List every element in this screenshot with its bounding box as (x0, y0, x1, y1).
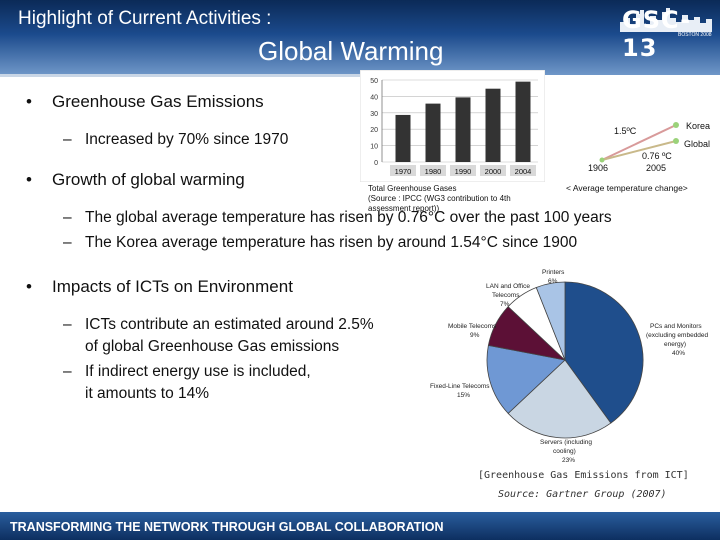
pie-caption-title: [Greenhouse Gas Emissions from ICT] (478, 470, 689, 481)
pie-slice (486, 344, 566, 414)
temperature-change-chart: Korea Global 1.5ºC 0.76 ºC 1906 2005 (588, 121, 710, 173)
global-value: 0.76 ºC (642, 151, 672, 161)
bullet-warming: • Growth of global warming (26, 170, 245, 190)
bar-xtick-label: 1990 (455, 167, 472, 176)
pie-label-pcs: PCs and Monitors (650, 323, 702, 330)
start-point-icon (599, 157, 605, 163)
slide-subtitle: Global Warming (258, 36, 444, 66)
sub-text-line1: If indirect energy use is included, (85, 363, 311, 380)
pie-pct-lan: 7% (500, 301, 510, 308)
dash-glyph: – (63, 131, 72, 148)
dash-glyph: – (63, 316, 72, 333)
pie-label-printers: Printers (542, 269, 565, 276)
year-start-label: 1906 (588, 163, 608, 173)
bar-xtick-label: 1980 (425, 167, 442, 176)
slide-footer: TRANSFORMING THE NETWORK THROUGH GLOBAL … (0, 512, 720, 540)
sub-increase: – Increased by 70% since 1970 (63, 129, 289, 151)
header-divider (0, 74, 360, 77)
pie-slice (507, 359, 612, 439)
bar-chart-caption: Total Greenhouse Gases (Source : IPCC (W… (368, 184, 511, 214)
bullet-text: Greenhouse Gas Emissions (52, 92, 264, 111)
bullet-ict: • Impacts of ICTs on Environment (26, 277, 293, 297)
bar-caption-line1: Total Greenhouse Gases (368, 184, 457, 193)
bar-caption-line2: (Source : IPCC (WG3 contribution to 4th (368, 194, 511, 203)
bar-caption-line3: assessment report)) (368, 204, 440, 213)
pie-label-lan-2: Telecoms (492, 292, 520, 299)
logo-text: GSC-13 (622, 6, 692, 62)
bar-ytick-label: 30 (370, 111, 378, 118)
korea-end-point-icon (673, 122, 679, 128)
sub-global-temp: – The global average temperature has ris… (63, 207, 612, 229)
bar-xtick-label: 2000 (485, 167, 502, 176)
bar-ytick-label: 0 (374, 160, 378, 167)
pie-label-mobile: Mobile Telecoms (448, 323, 497, 330)
bar-ytick-label: 20 (370, 127, 378, 134)
pie-caption-source: Source: Gartner Group (2007) (498, 489, 667, 500)
sub-text-line2: of global Greenhouse Gas emissions (85, 338, 340, 355)
bar-ytick-label: 10 (370, 144, 378, 151)
pie-pct-pcs: 40% (672, 350, 685, 357)
temp-chart-caption: < Average temperature change> (566, 183, 688, 193)
pie-slice (564, 281, 644, 424)
pie-pct-mobile: 9% (470, 332, 480, 339)
bar (395, 114, 411, 162)
ict-emissions-pie-chart: Printers 6% LAN and Office Telecoms 7% M… (420, 258, 713, 463)
sub-text-line2: it amounts to 14% (85, 385, 210, 402)
sub-text: The global average temperature has risen… (85, 209, 612, 226)
gsc-logo: BOSTON 2008 GSC-13 (616, 4, 714, 66)
bullet-text: Impacts of ICTs on Environment (52, 277, 293, 296)
bar-xlabel-bg (390, 165, 416, 176)
bullet-glyph: • (26, 92, 32, 111)
bullet-text: Growth of global warming (52, 170, 245, 189)
greenhouse-bar-chart: 0 10 20 30 40 50 1970 1980 1990 2000 2004 (360, 70, 545, 182)
sub-korea-temp: – The Korea average temperature has rise… (63, 232, 578, 254)
global-end-point-icon (673, 138, 679, 144)
footer-text: TRANSFORMING THE NETWORK THROUGH GLOBAL … (10, 520, 444, 534)
sub-ict-contribution: – ICTs contribute an estimated around 2.… (63, 314, 374, 358)
bar-ytick-label: 50 (370, 78, 378, 85)
global-trend-line (601, 140, 677, 161)
bar (515, 81, 531, 162)
bar (425, 103, 441, 162)
page-number: 2 (701, 497, 708, 511)
bar-xlabel-bg (420, 165, 446, 176)
year-end-label: 2005 (646, 163, 666, 173)
bar (485, 88, 501, 162)
korea-trend-line (601, 124, 677, 161)
dash-glyph: – (63, 209, 72, 226)
pie-label-servers-2: cooling) (553, 448, 576, 455)
bullet-glyph: • (26, 170, 32, 189)
pie-pct-fixed: 15% (457, 392, 470, 399)
bar-xlabel-bg (510, 165, 536, 176)
pie-label-pcs-3: energy) (664, 341, 686, 348)
bar-xlabel-bg (480, 165, 506, 176)
sub-text: Increased by 70% since 1970 (85, 131, 289, 148)
korea-label: Korea (686, 121, 710, 131)
bar-xtick-label: 1970 (395, 167, 412, 176)
pie-label-pcs-2: (excluding embedded (646, 332, 709, 339)
bar (455, 97, 471, 162)
bar-ytick-label: 40 (370, 94, 378, 101)
bar-xtick-label: 2004 (515, 167, 532, 176)
bar-xlabel-bg (450, 165, 476, 176)
sub-text: The Korea average temperature has risen … (85, 234, 578, 251)
pie-pct-servers: 23% (562, 457, 575, 463)
slide-title: Highlight of Current Activities : (18, 8, 272, 29)
korea-value: 1.5ºC (614, 126, 637, 136)
global-label: Global (684, 139, 710, 149)
pie-pct-printers: 6% (548, 278, 558, 285)
pie-label-lan: LAN and Office (486, 283, 530, 290)
dash-glyph: – (63, 363, 72, 380)
bullet-greenhouse: • Greenhouse Gas Emissions (26, 92, 264, 112)
logo-small-text: BOSTON 2008 (678, 32, 712, 38)
city-skyline-icon (620, 8, 712, 32)
pie-label-servers: Servers (including (540, 439, 592, 446)
sub-text-line1: ICTs contribute an estimated around 2.5% (85, 316, 374, 333)
pie-label-fixed: Fixed-Line Telecoms (430, 383, 490, 390)
dash-glyph: – (63, 234, 72, 251)
slide-header: Highlight of Current Activities : Global… (0, 0, 720, 75)
pie-slice (535, 281, 566, 361)
bullet-glyph: • (26, 277, 32, 296)
sub-indirect-energy: – If indirect energy use is included, it… (63, 361, 311, 405)
